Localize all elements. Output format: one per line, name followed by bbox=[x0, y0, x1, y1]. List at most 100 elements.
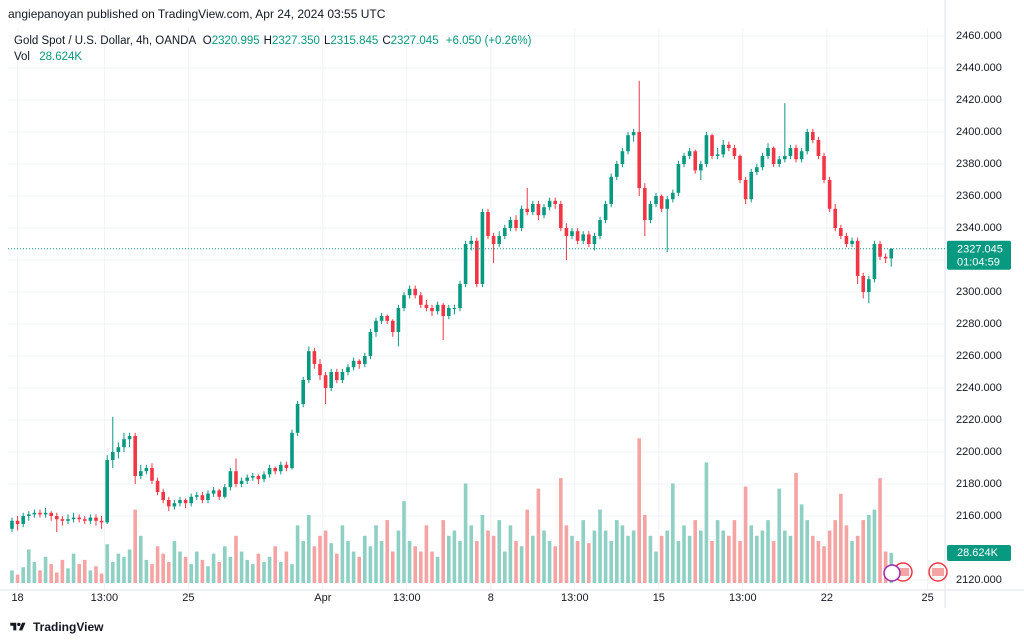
candle-body bbox=[525, 208, 530, 212]
volume-bar bbox=[329, 543, 333, 583]
candle-body bbox=[587, 234, 591, 244]
candle-body bbox=[659, 196, 664, 209]
y-tick-label: 2360.000 bbox=[956, 190, 1002, 202]
volume-bar bbox=[715, 520, 720, 583]
candle-body bbox=[122, 439, 126, 448]
volume-bar bbox=[559, 478, 563, 583]
volume-bar bbox=[234, 535, 238, 583]
candle-body bbox=[363, 356, 367, 364]
ohlc-key: C bbox=[382, 35, 391, 47]
candle-body bbox=[833, 208, 838, 228]
volume-bar bbox=[553, 546, 558, 583]
candle-body bbox=[699, 164, 703, 171]
candle-body bbox=[609, 176, 614, 204]
volume-bar bbox=[38, 570, 42, 583]
volume-bar bbox=[273, 546, 277, 583]
candle-body bbox=[486, 212, 490, 236]
volume-bar bbox=[867, 514, 871, 583]
candle-body bbox=[424, 304, 429, 308]
volume-bar bbox=[82, 559, 87, 583]
candle-body bbox=[357, 360, 361, 364]
candle-body bbox=[234, 471, 238, 484]
candle-body bbox=[889, 248, 894, 259]
candle-body bbox=[312, 351, 317, 364]
candle-body bbox=[581, 234, 586, 241]
candle-body bbox=[771, 148, 776, 164]
candle-body bbox=[480, 212, 485, 284]
volume-bar bbox=[542, 530, 546, 583]
volume-bar bbox=[581, 520, 586, 583]
x-tick-label: 13:00 bbox=[729, 592, 757, 604]
volume-bar bbox=[564, 525, 569, 583]
candle-body bbox=[855, 240, 860, 276]
vol-value: 28.624K bbox=[39, 51, 83, 63]
x-tick-label: 22 bbox=[821, 592, 833, 604]
x-tick-label: 13:00 bbox=[91, 592, 119, 604]
volume-bar bbox=[290, 564, 294, 583]
candle-body bbox=[463, 244, 468, 284]
candle-body bbox=[166, 500, 171, 507]
vol-label: Vol bbox=[14, 51, 30, 63]
candle-body bbox=[777, 159, 782, 164]
candle-body bbox=[671, 192, 675, 200]
volume-bar bbox=[385, 520, 390, 583]
candle-body bbox=[267, 468, 272, 475]
y-tick-label: 2240.000 bbox=[956, 382, 1002, 394]
candle-body bbox=[105, 460, 109, 523]
volume-bar bbox=[783, 530, 787, 583]
volume-bar bbox=[26, 549, 31, 583]
candle-body bbox=[822, 156, 826, 180]
candle-body bbox=[49, 512, 53, 516]
candle-body bbox=[665, 199, 670, 209]
candle-body bbox=[329, 372, 333, 388]
volume-bar bbox=[671, 483, 675, 583]
symbol-line: Gold Spot / U.S. Dollar, 4h, OANDA O2320… bbox=[14, 33, 531, 49]
x-tick-label: 25 bbox=[922, 592, 934, 604]
candle-body bbox=[262, 474, 266, 480]
volume-bar bbox=[676, 541, 681, 583]
candle-body bbox=[872, 244, 877, 280]
candle-body bbox=[805, 132, 810, 152]
volume-bar bbox=[536, 488, 541, 583]
candle-body bbox=[228, 471, 233, 488]
volume-bar bbox=[211, 553, 216, 583]
candle-body bbox=[738, 156, 742, 180]
volume-bar bbox=[659, 535, 664, 583]
ohlc-key: O bbox=[202, 35, 212, 47]
x-tick-label: 15 bbox=[653, 592, 665, 604]
candle-body bbox=[295, 404, 300, 433]
volume-bar bbox=[138, 535, 143, 583]
candle-body bbox=[575, 231, 580, 241]
candle-body bbox=[346, 367, 350, 372]
publish-header: angiepanoyan published on TradingView.co… bbox=[8, 7, 386, 21]
volume-bar bbox=[861, 520, 866, 583]
candle-body bbox=[155, 480, 160, 492]
volume-bar bbox=[760, 530, 765, 583]
ohlc: O2320.995 H2327.350 L2315.845 C2327.045 bbox=[199, 35, 439, 47]
candle-body bbox=[21, 516, 25, 524]
candle-body bbox=[391, 320, 395, 332]
volume-bar bbox=[592, 530, 597, 583]
volume-bar bbox=[710, 541, 714, 583]
candle-body bbox=[531, 204, 535, 212]
volume-bar bbox=[357, 556, 361, 583]
candle-body bbox=[127, 436, 132, 440]
volume-bar bbox=[850, 541, 854, 583]
volume-bar bbox=[430, 551, 434, 583]
candle-body bbox=[749, 172, 754, 200]
candle-body bbox=[419, 295, 423, 305]
volume-bar bbox=[99, 573, 104, 583]
volume-bar bbox=[665, 530, 670, 583]
volume-bar bbox=[435, 556, 440, 583]
volume-bar bbox=[469, 525, 474, 583]
candle-body bbox=[693, 151, 698, 171]
volume-bar bbox=[648, 535, 653, 583]
volume-bar bbox=[200, 559, 205, 583]
candle-body bbox=[110, 452, 115, 460]
candle-body bbox=[788, 148, 793, 156]
candle-body bbox=[256, 476, 261, 480]
candle-body bbox=[323, 375, 328, 388]
volume-bar bbox=[407, 541, 412, 583]
volume-bar bbox=[49, 564, 53, 583]
